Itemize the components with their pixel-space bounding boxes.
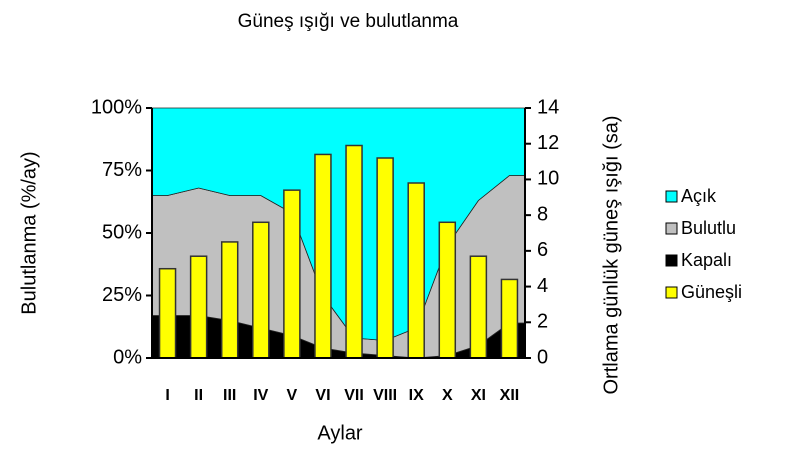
legend-label: Güneşli [681, 282, 742, 302]
y2-tick-label: 14 [537, 96, 559, 118]
bar [376, 157, 394, 359]
bar [345, 144, 363, 359]
bar [189, 255, 208, 359]
x-tick-label: XI [471, 387, 486, 404]
bar [469, 255, 488, 359]
y2-tick-label: 2 [537, 311, 548, 333]
y-tick-label: 50% [102, 221, 142, 243]
x-tick-label: VI [315, 387, 330, 404]
chart-title: Güneş ışığı ve bulutlanma [238, 11, 459, 32]
bar [283, 189, 301, 359]
x-tick-label: V [287, 387, 298, 404]
x-tick-label: X [442, 387, 453, 404]
x-tick-label: III [223, 387, 236, 404]
bar [220, 241, 239, 359]
x-tick-label: I [165, 387, 169, 404]
y2-tick-label: 4 [537, 275, 548, 297]
y2-tick-label: 6 [537, 239, 548, 261]
y-axis-label: Bulutlanma (%/ay) [18, 151, 40, 314]
x-tick-label: IX [409, 387, 424, 404]
y2-axis-label: Ortlama günlük güneş ışığı (sa) [600, 115, 622, 394]
x-tick-label: VIII [373, 387, 397, 404]
y-tick-label: 100% [91, 96, 142, 118]
bar [314, 153, 332, 359]
x-tick-label: XII [500, 387, 520, 404]
x-tick-label: VII [344, 387, 364, 404]
y-tick-label: 0% [113, 346, 142, 368]
bar [252, 221, 270, 359]
x-tick-label: IV [253, 387, 268, 404]
legend-label: Kapalı [681, 250, 732, 270]
y2-tick-label: 10 [537, 168, 559, 190]
legend-swatch [665, 190, 678, 203]
legend-swatch [665, 254, 678, 267]
bar [158, 267, 177, 359]
legend-swatch [665, 222, 678, 235]
x-tick-label: II [194, 387, 203, 404]
y-tick-label: 75% [102, 159, 142, 181]
y2-tick-label: 0 [537, 346, 548, 368]
legend-swatch [665, 286, 678, 299]
legend-label: Bulutlu [681, 218, 736, 238]
bar [438, 221, 457, 359]
y2-tick-label: 12 [537, 132, 559, 154]
bar [500, 278, 519, 359]
y2-tick-label: 8 [537, 203, 548, 225]
legend-label: Açık [681, 186, 717, 206]
bar [407, 182, 425, 359]
x-axis-label: Aylar [317, 422, 363, 444]
y-tick-label: 25% [102, 284, 142, 306]
